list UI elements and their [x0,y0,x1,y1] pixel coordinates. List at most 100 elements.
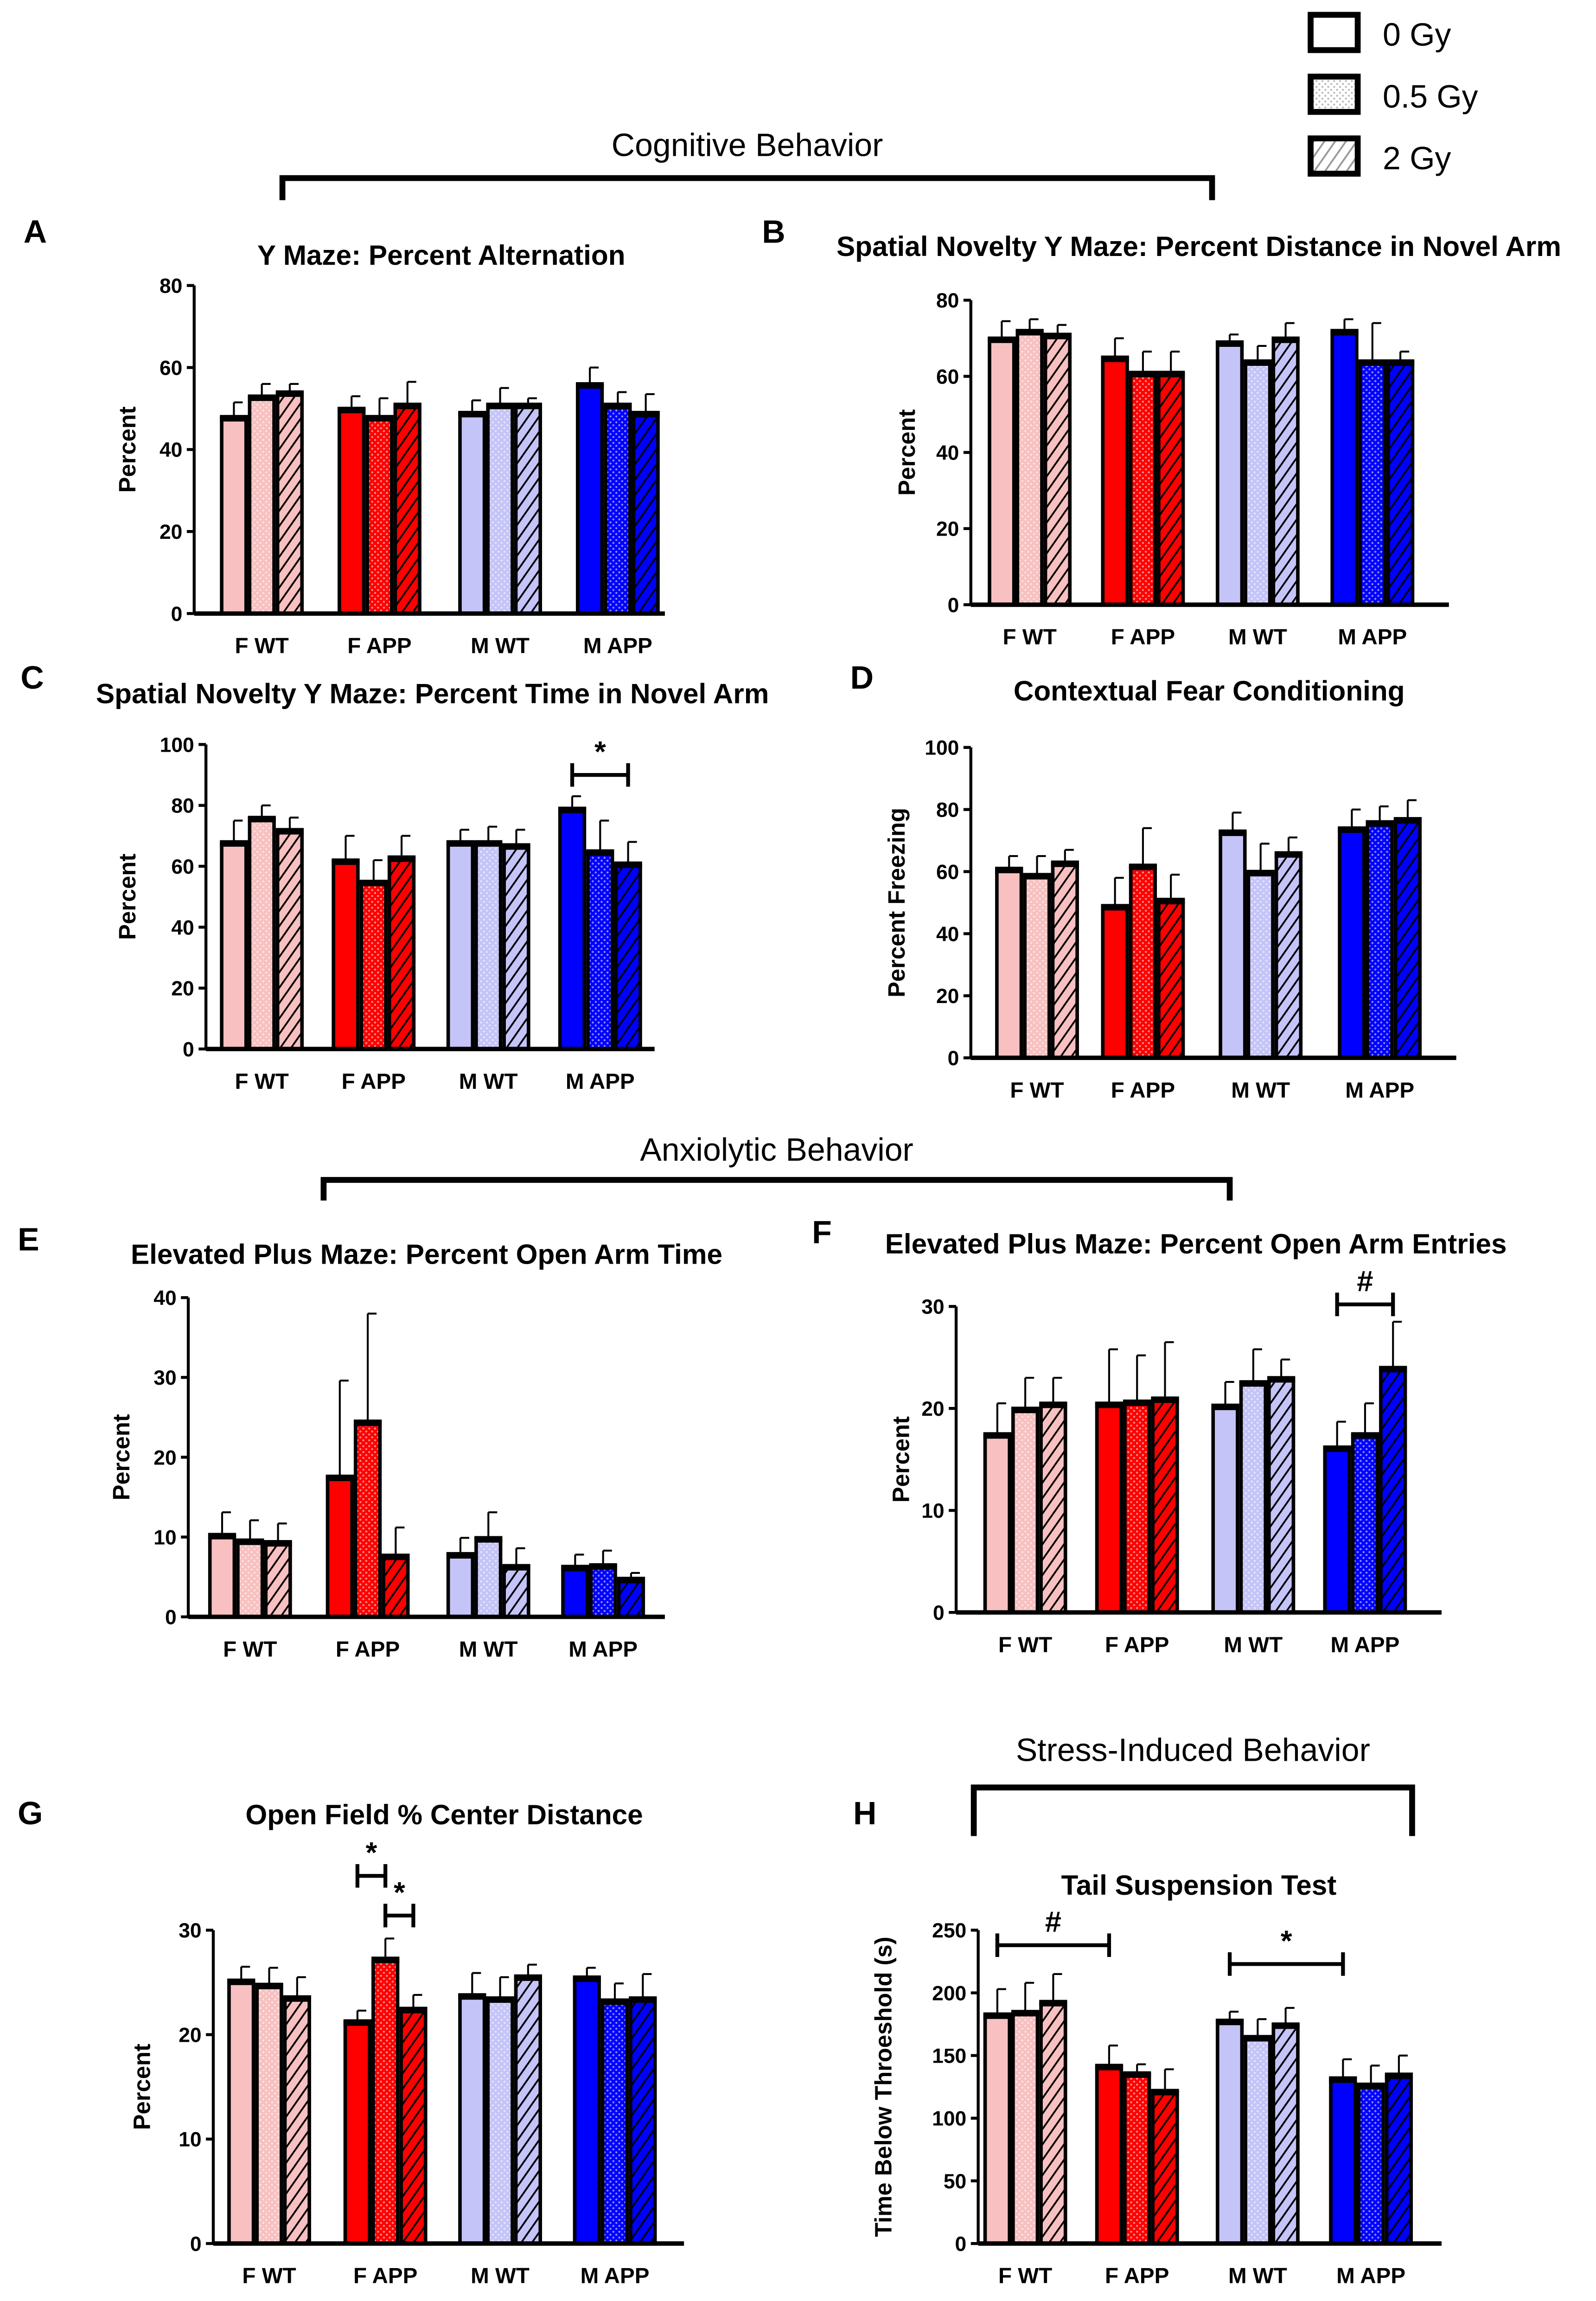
bar-MAPP-2Gy [617,1577,645,1619]
significance-marker: # [1357,1265,1373,1298]
bar-MWT-0.5Gy [474,840,503,1051]
bar-MWT-0Gy [458,1993,486,2245]
bar-FWT-0.5Gy [255,1982,283,2245]
significance-marker: * [394,1876,405,1909]
x-tick-label: M WT [471,2264,530,2288]
y-tick-label: 150 [932,2045,966,2067]
bar-FAPP-0.5Gy [1129,371,1157,607]
bar-MWT-0Gy [1215,2019,1244,2245]
bar-MAPP-0Gy [558,806,587,1051]
y-axis-label: Percent [114,854,140,940]
y-tick-label: 60 [171,856,194,878]
bar-FWT-0.5Gy [1015,329,1044,607]
chart-title: Y Maze: Percent Alternation [257,239,626,271]
y-tick-label: 40 [936,923,959,946]
y-tick-label: 80 [936,799,959,822]
bar-MWT-2Gy [1274,851,1303,1060]
y-tick-label: 30 [153,1367,176,1389]
bar-FWT-0Gy [227,1978,255,2245]
legend-label: 0.5 Gy [1383,78,1478,115]
bar-FAPP-0.5Gy [359,880,388,1051]
bar-MAPP-0.5Gy [1366,820,1394,1060]
bar-FWT-0.5Gy [1011,1406,1040,1614]
x-tick-label: M APP [568,1637,638,1662]
bar-FWT-2Gy [1039,1401,1067,1614]
panel-D: D Contextual Fear Conditioning Percent Fre… [850,659,1456,1103]
x-tick-label: M APP [1336,2264,1405,2288]
y-tick-label: 0 [171,603,183,626]
significance-marker: * [594,736,606,768]
legend-label: 0 Gy [1383,17,1451,53]
bar-MAPP-0.5Gy [1357,2082,1385,2245]
panel-letter: B [762,214,785,250]
x-tick-label: F APP [336,1637,400,1662]
y-tick-label: 10 [179,2128,201,2151]
bar-MWT-2Gy [514,403,543,615]
bar-MWT-0Gy [1215,340,1244,607]
significance-bracket [1335,1292,1395,1317]
legend-swatch-0gy [1308,12,1361,53]
bar-FAPP-2Gy [1151,2089,1179,2245]
y-tick-label: 80 [160,275,182,298]
section-title-stress: Stress-Induced Behavior [1016,1732,1370,1768]
bar-MWT-0Gy [446,840,475,1051]
panel-letter: F [812,1214,832,1250]
section-title-cognitive: Cognitive Behavior [612,127,883,163]
panel-C: C Spatial Novelty Y Maze: Percent Time in… [20,659,769,1094]
bar-FWT-0.5Gy [248,394,276,615]
bar-MAPP-0.5Gy [604,403,632,615]
panel-letter: C [20,659,44,696]
panel-letter: E [18,1221,39,1258]
bar-MWT-0Gy [1219,829,1247,1060]
x-tick-label: F APP [342,1069,406,1094]
y-tick-label: 40 [160,439,182,461]
y-tick-label: 20 [171,978,194,1000]
y-tick-label: 50 [944,2170,966,2193]
x-tick-label: M WT [1228,625,1287,650]
y-tick-label: 40 [171,916,194,939]
panel-letter: A [24,214,47,250]
bar-FAPP-0Gy [1101,355,1129,607]
y-tick-label: 0 [955,2233,967,2256]
bar-FAPP-2Gy [393,403,421,615]
x-tick-label: M APP [1345,1078,1414,1103]
y-axis-label: Percent [129,2044,155,2130]
bar-FAPP-0Gy [1095,1401,1124,1614]
bar-MAPP-2Gy [1379,1366,1407,1614]
legend-label: 2 Gy [1383,140,1451,176]
bar-FWT-0.5Gy [248,816,276,1051]
bar-FAPP-0Gy [1101,904,1129,1060]
y-tick-label: 40 [936,442,959,465]
y-axis-label: Percent Freezing [883,808,910,997]
bar-MAPP-0Gy [575,382,604,615]
y-tick-label: 20 [160,521,182,543]
bar-FAPP-0Gy [343,2019,372,2245]
y-tick-label: 20 [921,1398,944,1420]
y-tick-label: 0 [948,594,959,617]
significance-bracket [1227,1952,1345,1976]
significance-bracket [383,1904,415,1928]
y-tick-label: 0 [190,2233,202,2256]
panel-E: E Elevated Plus Maze: Percent Open Arm Ti… [18,1221,722,1662]
bar-MWT-0.5Gy [486,403,514,615]
x-tick-label: M APP [1330,1633,1399,1657]
x-tick-label: M APP [566,1069,635,1094]
panel-G: G Open Field % Center Distance Percent F WT… [18,1795,684,2288]
bar-MAPP-2Gy [614,861,642,1051]
bar-FAPP-2Gy [399,2007,428,2245]
y-tick-label: 60 [160,357,182,379]
x-tick-label: F APP [347,634,411,658]
bar-FWT-0Gy [988,336,1016,607]
bar-FAPP-2Gy [1151,1396,1179,1614]
bar-MAPP-0Gy [1329,2076,1357,2245]
panel-letter: H [853,1795,876,1831]
bar-FAPP-0.5Gy [1123,2071,1151,2245]
bar-MAPP-0.5Gy [1358,359,1386,607]
bar-MWT-2Gy [1271,336,1300,607]
bar-MAPP-0.5Gy [1351,1432,1379,1614]
y-tick-label: 100 [932,2108,966,2130]
y-tick-label: 30 [179,1919,201,1942]
y-tick-label: 0 [165,1606,177,1629]
bar-MWT-0.5Gy [474,1536,503,1619]
